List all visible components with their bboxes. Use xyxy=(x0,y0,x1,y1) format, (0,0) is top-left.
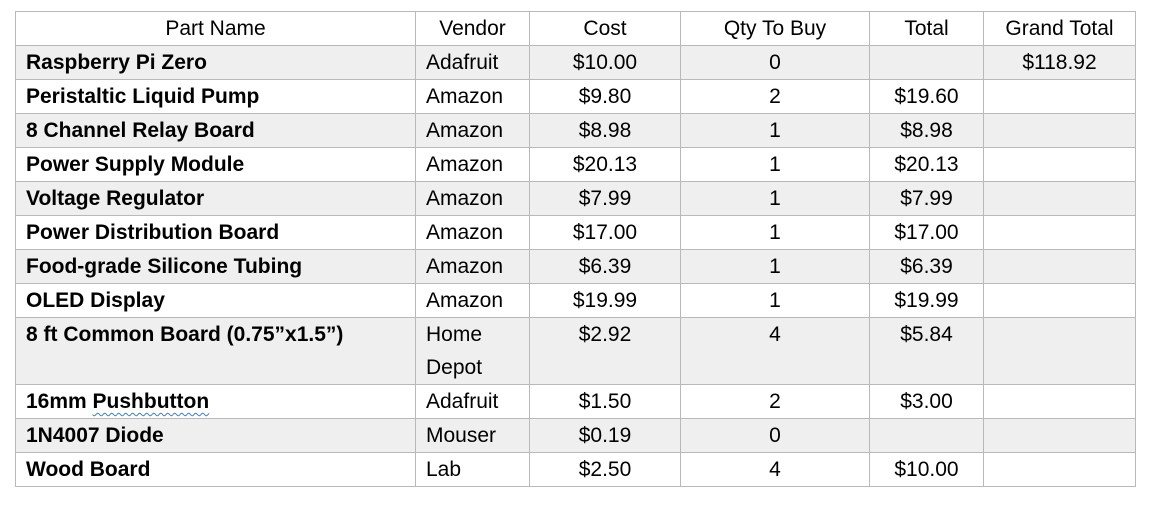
part-name-cell[interactable]: 8 ft Common Board (0.75”x1.5”) xyxy=(15,317,416,385)
total-cell[interactable]: $19.60 xyxy=(869,79,984,114)
grand-total-cell[interactable] xyxy=(983,249,1136,284)
qty-cell[interactable]: 1 xyxy=(680,181,870,216)
table-row: Raspberry Pi Zero Adafruit $10.00 0 $118… xyxy=(15,45,1136,80)
grand-total-cell[interactable]: $118.92 xyxy=(983,45,1136,80)
total-cell[interactable]: $6.39 xyxy=(869,249,984,284)
total-cell[interactable] xyxy=(869,45,984,80)
vendor-cell[interactable]: Home Depot xyxy=(415,317,530,385)
header-part-name[interactable]: Part Name xyxy=(15,11,416,46)
cost-cell[interactable]: $6.39 xyxy=(529,249,681,284)
table-row: 16mm Pushbutton Adafruit $1.50 2 $3.00 xyxy=(15,384,1136,419)
vendor-cell[interactable]: Adafruit xyxy=(415,384,530,419)
total-cell[interactable]: $17.00 xyxy=(869,215,984,250)
vendor-cell[interactable]: Adafruit xyxy=(415,45,530,80)
vendor-cell[interactable]: Amazon xyxy=(415,147,530,182)
table-row: Voltage Regulator Amazon $7.99 1 $7.99 xyxy=(15,181,1136,216)
parts-table-container: Part Name Vendor Cost Qty To Buy Total G… xyxy=(15,11,1136,487)
part-name-cell[interactable]: Voltage Regulator xyxy=(15,181,416,216)
part-name-prefix: 16mm xyxy=(26,390,93,413)
grand-total-cell[interactable] xyxy=(983,283,1136,318)
table-row: 1N4007 Diode Mouser $0.19 0 xyxy=(15,418,1136,453)
part-name-cell[interactable]: Power Supply Module xyxy=(15,147,416,182)
part-name-cell[interactable]: 1N4007 Diode xyxy=(15,418,416,453)
grand-total-cell[interactable] xyxy=(983,147,1136,182)
table-row: OLED Display Amazon $19.99 1 $19.99 xyxy=(15,283,1136,318)
total-cell[interactable]: $3.00 xyxy=(869,384,984,419)
total-cell[interactable]: $5.84 xyxy=(869,317,984,385)
grand-total-cell[interactable] xyxy=(983,418,1136,453)
table-row: 8 Channel Relay Board Amazon $8.98 1 $8.… xyxy=(15,113,1136,148)
cost-cell[interactable]: $2.92 xyxy=(529,317,681,385)
table-row: Food-grade Silicone Tubing Amazon $6.39 … xyxy=(15,249,1136,284)
header-total[interactable]: Total xyxy=(869,11,984,46)
part-name-cell[interactable]: OLED Display xyxy=(15,283,416,318)
qty-cell[interactable]: 4 xyxy=(680,317,870,385)
grand-total-cell[interactable] xyxy=(983,215,1136,250)
header-vendor[interactable]: Vendor xyxy=(415,11,530,46)
part-name-cell[interactable]: Peristaltic Liquid Pump xyxy=(15,79,416,114)
cost-cell[interactable]: $10.00 xyxy=(529,45,681,80)
qty-cell[interactable]: 1 xyxy=(680,215,870,250)
grand-total-cell[interactable] xyxy=(983,79,1136,114)
part-name-cell[interactable]: 16mm Pushbutton xyxy=(15,384,416,419)
total-cell[interactable]: $19.99 xyxy=(869,283,984,318)
header-qty-to-buy[interactable]: Qty To Buy xyxy=(680,11,870,46)
total-cell[interactable] xyxy=(869,418,984,453)
table-row: 8 ft Common Board (0.75”x1.5”) Home Depo… xyxy=(15,317,1136,385)
part-name-cell[interactable]: 8 Channel Relay Board xyxy=(15,113,416,148)
header-row: Part Name Vendor Cost Qty To Buy Total G… xyxy=(15,11,1136,46)
cost-cell[interactable]: $7.99 xyxy=(529,181,681,216)
qty-cell[interactable]: 1 xyxy=(680,147,870,182)
header-grand-total[interactable]: Grand Total xyxy=(983,11,1136,46)
part-name-cell[interactable]: Wood Board xyxy=(15,452,416,487)
vendor-cell[interactable]: Amazon xyxy=(415,249,530,284)
qty-cell[interactable]: 1 xyxy=(680,249,870,284)
qty-cell[interactable]: 0 xyxy=(680,45,870,80)
table-row: Power Supply Module Amazon $20.13 1 $20.… xyxy=(15,147,1136,182)
header-cost[interactable]: Cost xyxy=(529,11,681,46)
table-row: Wood Board Lab $2.50 4 $10.00 xyxy=(15,452,1136,487)
qty-cell[interactable]: 1 xyxy=(680,283,870,318)
cost-cell[interactable]: $8.98 xyxy=(529,113,681,148)
vendor-cell[interactable]: Mouser xyxy=(415,418,530,453)
grand-total-cell[interactable] xyxy=(983,452,1136,487)
total-cell[interactable]: $7.99 xyxy=(869,181,984,216)
qty-cell[interactable]: 0 xyxy=(680,418,870,453)
grand-total-cell[interactable] xyxy=(983,181,1136,216)
vendor-cell[interactable]: Amazon xyxy=(415,283,530,318)
cost-cell[interactable]: $19.99 xyxy=(529,283,681,318)
vendor-cell[interactable]: Amazon xyxy=(415,79,530,114)
cost-cell[interactable]: $9.80 xyxy=(529,79,681,114)
part-name-cell[interactable]: Power Distribution Board xyxy=(15,215,416,250)
vendor-cell[interactable]: Lab xyxy=(415,452,530,487)
total-cell[interactable]: $10.00 xyxy=(869,452,984,487)
cost-cell[interactable]: $17.00 xyxy=(529,215,681,250)
grand-total-cell[interactable] xyxy=(983,384,1136,419)
vendor-cell[interactable]: Amazon xyxy=(415,215,530,250)
grand-total-cell[interactable] xyxy=(983,317,1136,385)
total-cell[interactable]: $8.98 xyxy=(869,113,984,148)
total-cell[interactable]: $20.13 xyxy=(869,147,984,182)
part-name-cell[interactable]: Raspberry Pi Zero xyxy=(15,45,416,80)
part-name-cell[interactable]: Food-grade Silicone Tubing xyxy=(15,249,416,284)
grand-total-cell[interactable] xyxy=(983,113,1136,148)
cost-cell[interactable]: $1.50 xyxy=(529,384,681,419)
spellcheck-flagged-word: Pushbutton xyxy=(92,390,210,413)
qty-cell[interactable]: 4 xyxy=(680,452,870,487)
qty-cell[interactable]: 1 xyxy=(680,113,870,148)
table-row: Peristaltic Liquid Pump Amazon $9.80 2 $… xyxy=(15,79,1136,114)
table-row: Power Distribution Board Amazon $17.00 1… xyxy=(15,215,1136,250)
parts-table: Part Name Vendor Cost Qty To Buy Total G… xyxy=(15,11,1136,487)
cost-cell[interactable]: $20.13 xyxy=(529,147,681,182)
cost-cell[interactable]: $2.50 xyxy=(529,452,681,487)
qty-cell[interactable]: 2 xyxy=(680,79,870,114)
qty-cell[interactable]: 2 xyxy=(680,384,870,419)
vendor-cell[interactable]: Amazon xyxy=(415,113,530,148)
vendor-cell[interactable]: Amazon xyxy=(415,181,530,216)
cost-cell[interactable]: $0.19 xyxy=(529,418,681,453)
